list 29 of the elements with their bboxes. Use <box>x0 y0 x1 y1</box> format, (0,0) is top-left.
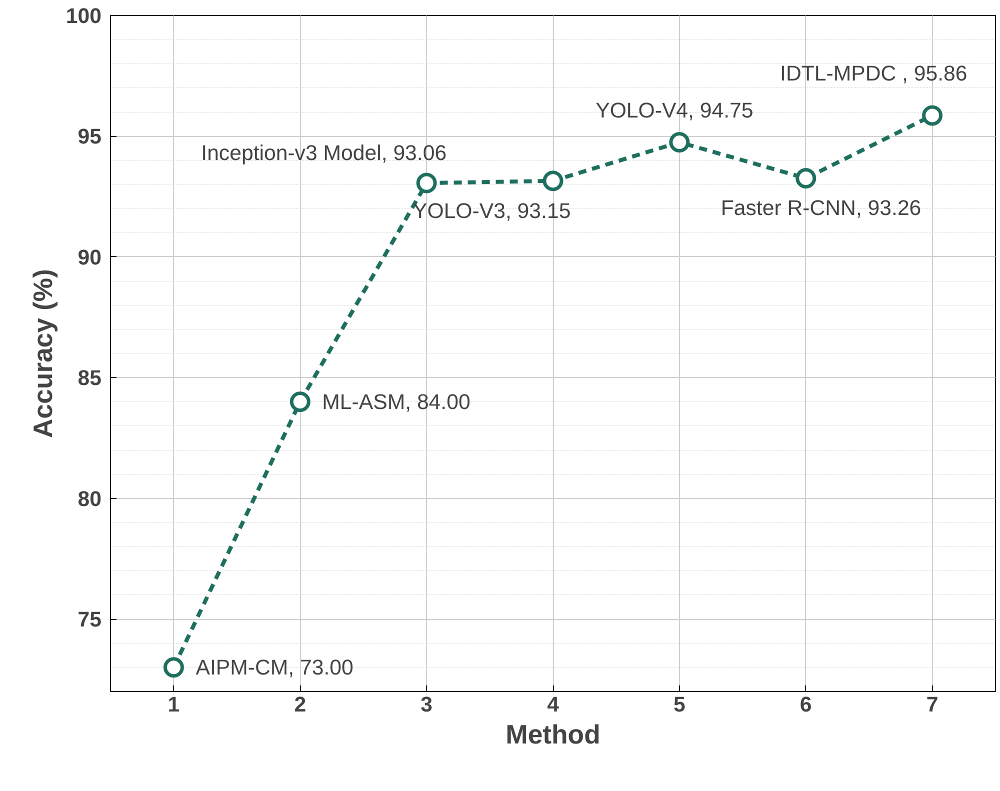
y-tick-label: 75 <box>78 608 102 632</box>
point <box>669 132 690 152</box>
x-tick-label: 2 <box>294 692 306 716</box>
y-tick-label: 85 <box>78 366 102 390</box>
point <box>163 657 184 678</box>
y-tick-label: 90 <box>78 245 102 270</box>
annotation: IDTL-MPDC , 95.86 <box>780 61 968 86</box>
x-tick-label: 1 <box>168 692 180 716</box>
y-tick-label: 100 <box>66 4 102 28</box>
annotation: YOLO-V3, 93.15 <box>413 198 571 223</box>
x-tick-label: 3 <box>420 692 433 716</box>
y-tick-label: 80 <box>78 486 102 511</box>
annotation: ML-ASM, 84.00 <box>322 390 470 414</box>
point <box>542 170 564 192</box>
annotation: AIPM-CM, 73.00 <box>196 655 354 680</box>
point <box>922 105 943 126</box>
x-tick-label: 7 <box>926 692 938 716</box>
annotation: Inception-v3 Model, 93.06 <box>201 141 447 166</box>
annotation: YOLO-V4, 94.75 <box>596 98 754 122</box>
x-tick-label: 4 <box>547 692 560 716</box>
x-tick-label: 5 <box>674 692 686 716</box>
point <box>796 168 816 188</box>
annotation: Faster R-CNN, 93.26 <box>720 196 922 220</box>
y-tick-label: 95 <box>78 124 102 149</box>
x-axis-title: Method <box>506 720 600 750</box>
y-axis-title: Accuracy (%) <box>28 269 58 438</box>
x-tick-label: 6 <box>800 692 812 716</box>
point <box>416 172 437 194</box>
point <box>290 392 310 412</box>
